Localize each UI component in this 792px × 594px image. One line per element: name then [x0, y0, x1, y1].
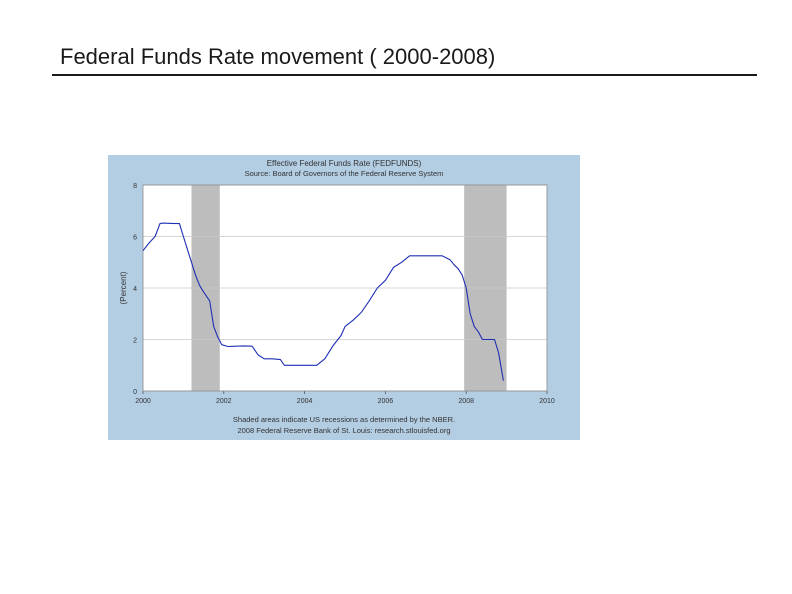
series-line-fedfunds	[142, 222, 504, 381]
y-axis-label: (Percent)	[119, 271, 128, 304]
plot-area: 0 2 4 6 8 2000 2002 2004 2006 2008 2010	[133, 183, 555, 405]
plot-border	[142, 184, 548, 392]
y-tick-label-2: 2	[133, 338, 137, 345]
x-tick-label-2000: 2000	[135, 398, 151, 405]
x-tick-label-2008: 2008	[458, 398, 474, 405]
chart-footnote-1: Shaded areas indicate US recessions as d…	[233, 415, 455, 424]
x-tick-label-2006: 2006	[378, 398, 394, 405]
chart-svg: Effective Federal Funds Rate (FEDFUNDS) …	[108, 155, 580, 440]
chart-subtitle: Source: Board of Governors of the Federa…	[245, 169, 444, 178]
y-tick-label-4: 4	[133, 286, 137, 293]
chart-footnote-2: 2008 Federal Reserve Bank of St. Louis: …	[237, 426, 450, 435]
x-tick-label-2004: 2004	[297, 398, 313, 405]
y-tick-label-6: 6	[133, 235, 137, 242]
fed-funds-chart: Effective Federal Funds Rate (FEDFUNDS) …	[108, 155, 580, 440]
x-tick-label-2010: 2010	[539, 398, 555, 405]
chart-title: Effective Federal Funds Rate (FEDFUNDS)	[267, 159, 422, 168]
y-tick-label-0: 0	[133, 389, 137, 396]
slide-title: Federal Funds Rate movement ( 2000-2008)	[60, 44, 496, 69]
x-tick-label-2002: 2002	[216, 398, 232, 405]
title-underline	[52, 74, 757, 76]
y-tick-label-8: 8	[133, 183, 137, 190]
